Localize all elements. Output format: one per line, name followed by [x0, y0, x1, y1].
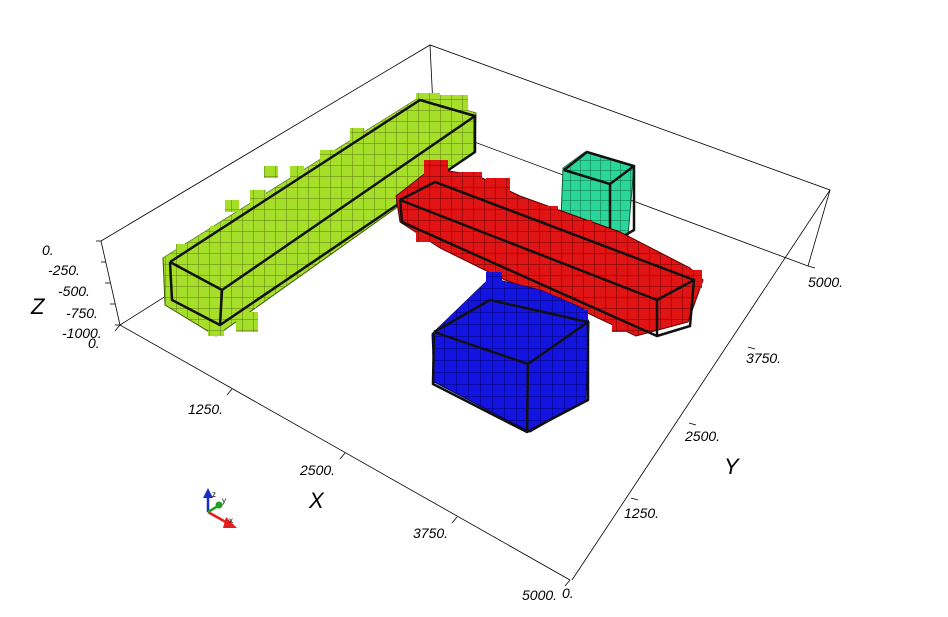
y-tick-label: 2500. [684, 428, 720, 444]
orientation-triad[interactable]: z y x [203, 488, 237, 528]
x-tick-label: 1250. [188, 401, 223, 417]
x-axis-ticks: 0. 1250. 2500. 3750. 5000. [88, 335, 557, 603]
x-tick-label: 5000. [522, 587, 557, 603]
triad-z-label: z [212, 490, 216, 499]
triad-x-label: x [229, 516, 233, 525]
y-tick-label: 0. [562, 585, 574, 601]
y-axis-title: Y [724, 454, 740, 479]
y-axis-ticks: 0. 1250. 2500. 3750. 5000. [562, 274, 843, 601]
triad-y-label: y [222, 496, 226, 505]
y-tick-label: 1250. [624, 505, 659, 521]
blue-body[interactable] [431, 272, 590, 433]
triad-z-arrowhead [203, 488, 213, 498]
blue-body-frame [431, 298, 590, 434]
x-axis-title: X [308, 488, 325, 513]
x-tick-label: 3750. [413, 525, 448, 541]
z-axis-title: Z [30, 294, 46, 319]
red-body-frame [398, 180, 696, 338]
y-tick-label: 3750. [746, 350, 781, 366]
z-tick-label: 0. [42, 242, 54, 258]
z-axis-ticks: 0. -250. -500. -750. -1000. [42, 242, 102, 341]
z-tick-label: -1000. [62, 325, 102, 341]
z-tick-label: -500. [58, 283, 90, 299]
x-tick-label: 2500. [299, 462, 335, 478]
y-tick-label: 5000. [808, 274, 843, 290]
tick-marks [96, 240, 816, 587]
teal-body-frame [563, 150, 636, 247]
triad-x-arrowhead [223, 517, 237, 528]
z-tick-label: -250. [48, 262, 80, 278]
z-tick-label: -750. [66, 305, 98, 321]
triad-y-arrowhead [215, 501, 223, 509]
green-body-frame [168, 98, 477, 327]
x-tick-label: 0. [88, 335, 100, 351]
